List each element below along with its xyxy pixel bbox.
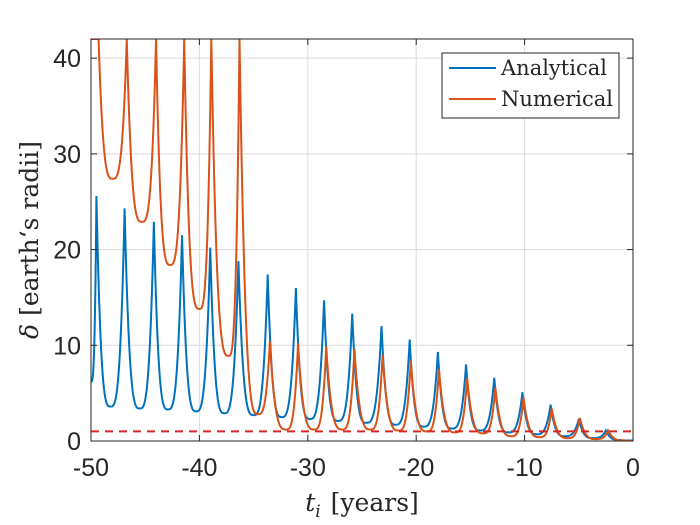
- tick-labels: -50 -40 -30 -20 -10 0 0 10 20 30 40: [53, 45, 640, 482]
- plot-frame: [90, 38, 634, 442]
- ticks: [90, 39, 634, 442]
- y-axis-label: δ [earth‘s radii]: [15, 141, 44, 339]
- y-tick-label: 40: [53, 45, 81, 73]
- x-axis-sub: i: [315, 502, 320, 522]
- series-line-numerical: [91, 39, 633, 441]
- x-axis-unit: [years]: [331, 488, 419, 517]
- legend-label-numerical: Numerical: [501, 87, 613, 111]
- y-axis-var: δ: [15, 324, 44, 339]
- x-tick-label: -20: [398, 454, 434, 482]
- legend: Analytical Numerical: [441, 52, 620, 119]
- y-tick-label: 20: [53, 237, 81, 265]
- x-tick-label: -50: [73, 454, 109, 482]
- x-axis-label: ti [years]: [305, 488, 419, 522]
- y-axis-unit: [earth‘s radii]: [15, 141, 44, 316]
- legend-label-analytical: Analytical: [500, 56, 607, 80]
- y-tick-label: 30: [53, 141, 81, 169]
- legend-box: [441, 52, 620, 119]
- x-tick-label: -30: [290, 454, 326, 482]
- y-tick-label: 10: [53, 332, 81, 360]
- x-tick-label: -40: [181, 454, 217, 482]
- x-tick-label: 0: [626, 454, 640, 482]
- y-tick-label: 0: [67, 428, 81, 456]
- x-axis-var: t: [305, 488, 316, 517]
- x-tick-label: -10: [507, 454, 543, 482]
